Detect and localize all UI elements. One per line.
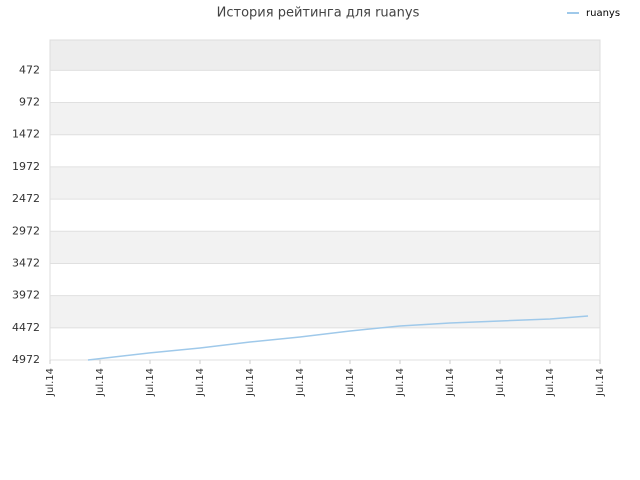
y-tick-label: 4472 (12, 321, 40, 334)
x-tick-label: Jul.14 (45, 368, 56, 397)
plot-band (50, 263, 600, 296)
plot-band (50, 102, 600, 135)
y-tick-label: 2472 (12, 192, 40, 205)
x-tick-label: Jul.14 (495, 368, 506, 397)
y-tick-label: 4972 (12, 353, 40, 366)
x-tick-label: Jul.14 (445, 368, 456, 397)
plot-band (50, 231, 600, 264)
plot-band (50, 40, 600, 71)
plot-band (50, 70, 600, 103)
x-tick-label: Jul.14 (545, 368, 556, 397)
plot-band (50, 199, 600, 232)
plot-band (50, 166, 600, 200)
x-tick-label: Jul.14 (195, 368, 206, 397)
plot-band (50, 327, 600, 360)
x-tick-label: Jul.14 (245, 368, 256, 397)
plot-band (50, 134, 600, 167)
data-line (87, 315, 589, 361)
x-tick-label: Jul.14 (95, 368, 106, 397)
x-tick-label: Jul.14 (295, 368, 306, 397)
y-tick-label: 3472 (12, 256, 40, 269)
legend-label: ruanys (586, 8, 620, 19)
y-tick-label: 1472 (12, 128, 40, 141)
x-tick-label: Jul.14 (145, 368, 156, 397)
y-tick-label: 3972 (12, 289, 40, 302)
x-tick-label: Jul.14 (595, 368, 606, 397)
y-tick-label: 1972 (12, 160, 40, 173)
x-tick-label: Jul.14 (345, 368, 356, 397)
y-tick-label: 2972 (12, 224, 40, 237)
y-tick-label: 472 (19, 63, 40, 76)
x-tick-label: Jul.14 (395, 368, 406, 397)
chart-title: История рейтинга для ruanys (217, 6, 420, 21)
y-tick-label: 972 (19, 96, 40, 109)
plot-band (50, 295, 600, 328)
